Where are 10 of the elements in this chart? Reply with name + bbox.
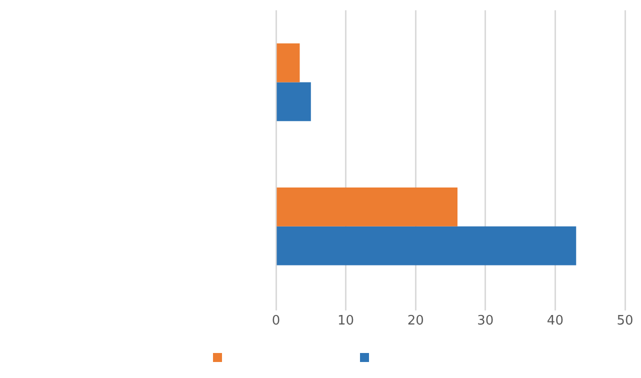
x-tick-label: 0 (272, 314, 280, 329)
bar (276, 43, 300, 82)
bar (276, 226, 576, 266)
bar (276, 82, 311, 122)
x-tick-label: 20 (407, 314, 424, 329)
x-tick-label: 50 (616, 314, 634, 329)
x-tick-label: 30 (477, 314, 494, 329)
x-tick-label: 40 (546, 314, 564, 329)
bar (276, 187, 458, 226)
x-tick-label: 10 (338, 314, 354, 329)
